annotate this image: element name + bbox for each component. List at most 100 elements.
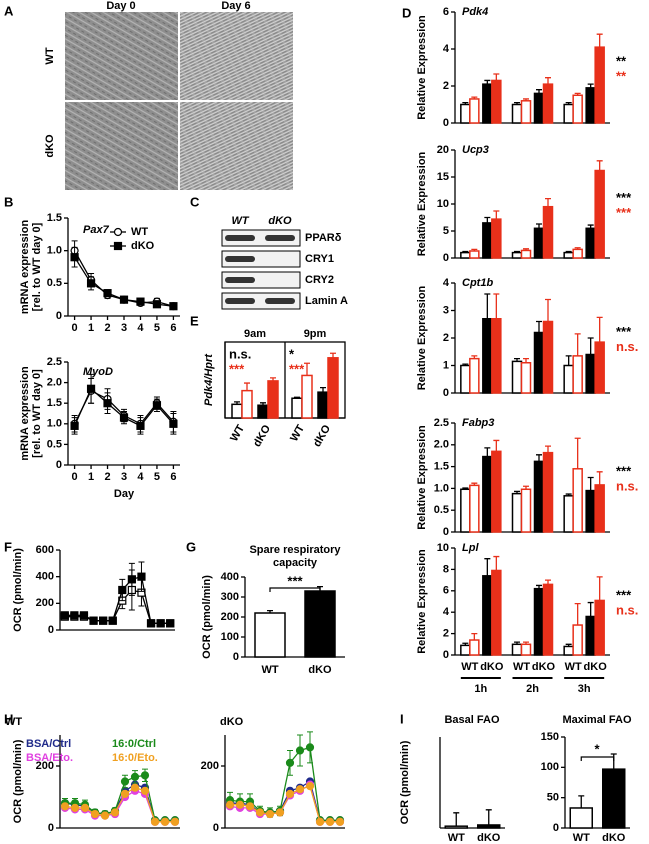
marker [245,802,255,811]
error-bar [514,357,520,362]
subcategory-label: WT [288,423,307,444]
error-bar [587,224,594,229]
y-tick-label: 200 [201,760,219,772]
y-tick-label: 10 [437,542,449,554]
y-tick-label: 2.0 [47,377,62,389]
micrograph [65,12,178,100]
error-bar [536,454,542,462]
y-tick-label: 4 [443,606,450,618]
blot-frame [221,250,301,268]
marker [305,743,315,752]
marker [103,399,112,408]
bar [491,79,502,124]
error-bar [493,73,500,81]
band [225,235,255,241]
bar [257,404,269,419]
error-bar [493,210,500,220]
bar [585,353,596,394]
y-tick-label: 0 [443,387,449,399]
y-tick-label: 1.5 [47,397,62,409]
significance-label: ** [616,68,627,83]
marker [295,746,305,755]
panel-label: D [402,5,411,20]
category-label: dKO [308,664,332,676]
y-tick-label: 1.0 [434,482,449,494]
error-bar [514,641,520,645]
error-bar [514,490,520,494]
chart-title: Spare respiratory [249,544,341,556]
category-label: WT [261,664,278,676]
error-bar [484,447,491,457]
bar [491,450,502,533]
x-tick-label: 6 [170,471,176,483]
error-bar [523,248,529,251]
error-bar [462,250,469,253]
y-tick-label: 15 [437,171,449,183]
error-bar [523,485,529,490]
bar [477,824,501,829]
error-bar [574,333,581,356]
error-bar [596,471,603,485]
marker [60,802,70,811]
error-bar [330,352,336,358]
bar [602,768,626,829]
y-axis-label: mRNA expression [19,220,31,315]
y-tick-label: 10 [437,198,449,210]
y-tick-label: 2 [443,628,449,640]
y-tick-label: 2 [443,80,449,92]
bar [511,492,523,533]
y-tick-label: 1.5 [47,212,62,224]
y-tick-label: 4 [443,277,450,289]
error-bar [484,79,491,85]
significance-label: *** [616,588,632,603]
marker [166,619,175,628]
y-tick-label: 2.5 [47,356,62,368]
legend-label: WT [131,226,148,238]
error-bar [596,576,603,601]
marker [127,575,136,584]
y-tick-label: 0 [443,649,449,661]
band-label: Lamin A [305,295,348,307]
y-tick-label: 1.0 [47,245,62,257]
chart-title: Pax7 [83,224,110,236]
chart-title: Fabp3 [462,417,494,429]
marker [146,619,156,628]
bar [585,489,596,533]
bar [317,391,329,419]
error-bar [587,83,594,88]
y-axis-label: Relative Expression [416,425,428,530]
marker [70,421,79,430]
marker [265,809,275,819]
marker [120,789,130,799]
bar [563,364,574,394]
chart-title: Pdk4 [462,6,488,18]
bar [533,92,545,124]
bar [533,331,545,394]
y-tick-label: 4 [443,43,450,55]
marker [315,817,325,826]
error-bar [587,476,594,491]
y-tick-label: 200 [221,611,239,623]
band-label: PPARδ [305,232,342,244]
error-bar [294,396,300,399]
y-tick-label: 5 [443,225,449,237]
error-bar [485,809,492,825]
x-tick-label: 3 [121,471,127,483]
bar [511,251,523,259]
bar [520,488,532,533]
bar [267,380,279,419]
marker [86,279,96,288]
y-tick-label: 2 [443,332,449,344]
bar [572,624,583,656]
chart-title: Maximal FAO [562,714,632,726]
bar [482,83,493,124]
marker [170,817,180,826]
category-label: 1h [474,683,487,695]
marker [140,786,150,795]
band-label: CRY1 [305,253,334,265]
subcategory-label: dKO [480,661,504,673]
error-bar [610,753,617,770]
row-label: dKO [44,134,56,158]
bar [542,83,554,124]
legend-label: BSA/Eto. [26,752,73,764]
